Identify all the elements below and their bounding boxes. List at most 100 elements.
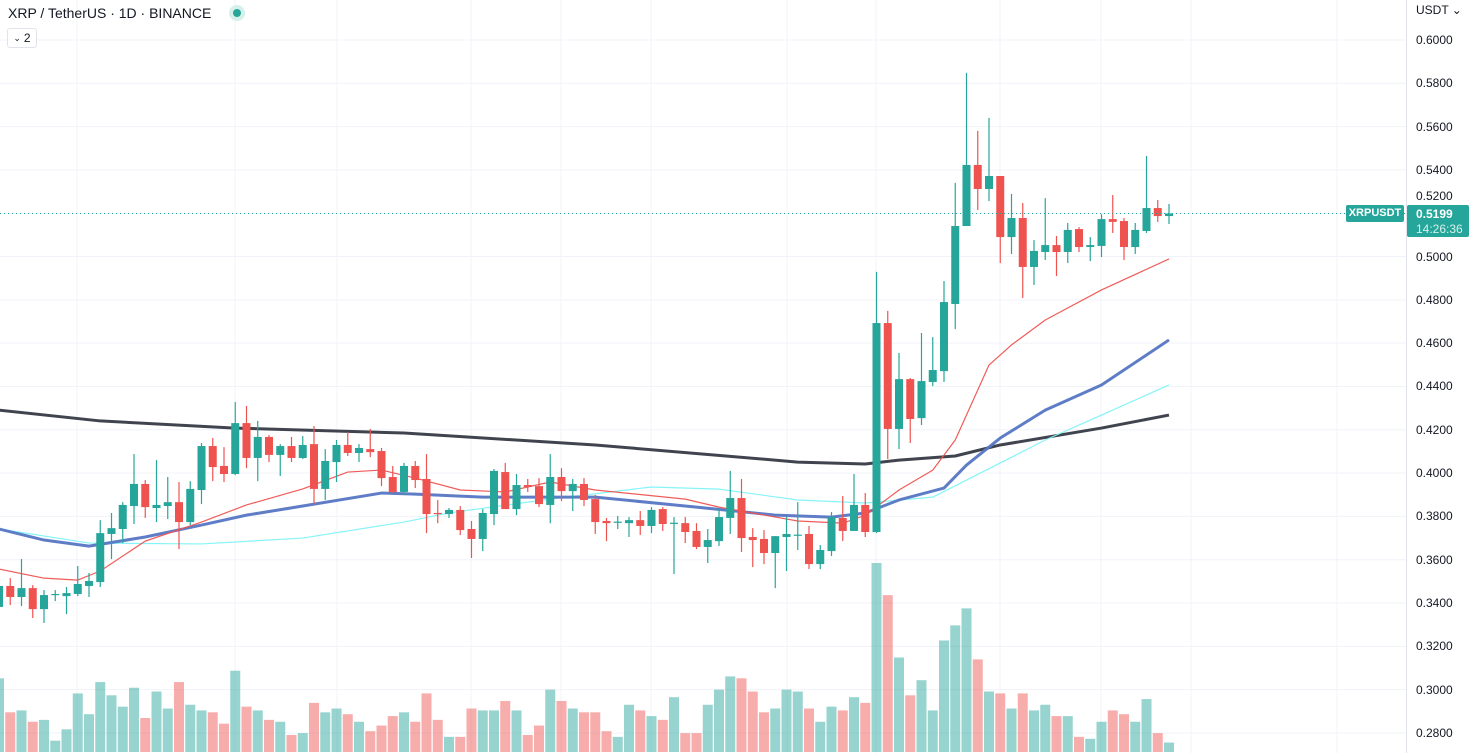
candle-body bbox=[546, 477, 555, 505]
candle-body bbox=[62, 593, 71, 597]
y-tick-label: 0.4000 bbox=[1416, 466, 1453, 481]
candle-body bbox=[265, 436, 273, 455]
volume-bar bbox=[905, 695, 916, 752]
volume-bar bbox=[1096, 721, 1107, 752]
y-tick-label: 0.3400 bbox=[1416, 596, 1453, 611]
bar-close-countdown: 14:26:36 bbox=[1416, 222, 1463, 236]
volume-bar bbox=[1130, 721, 1141, 752]
volume-bar bbox=[129, 687, 139, 752]
indicator-count: 2 bbox=[23, 31, 31, 45]
volume-bar bbox=[16, 710, 27, 752]
volume-bar bbox=[84, 714, 94, 752]
volume-bar bbox=[635, 710, 646, 752]
volume-bar bbox=[1074, 736, 1084, 752]
candle-body bbox=[0, 585, 3, 607]
candle-body bbox=[141, 483, 150, 508]
candle-body bbox=[231, 423, 240, 474]
volume-bar bbox=[185, 704, 196, 752]
volume-bar bbox=[219, 723, 229, 752]
volume-bar bbox=[387, 716, 398, 752]
candle-body bbox=[332, 444, 341, 463]
candle-body bbox=[40, 595, 48, 610]
candle-body bbox=[535, 486, 543, 505]
candle-body bbox=[613, 521, 622, 523]
volume-bar bbox=[1119, 714, 1129, 752]
volume-bar bbox=[27, 721, 38, 752]
volume-bar bbox=[174, 682, 184, 752]
volume-bar bbox=[1141, 699, 1152, 752]
volume-bar bbox=[579, 712, 589, 752]
last-price-value: 0.5199 bbox=[1416, 207, 1453, 221]
volume-bar bbox=[567, 708, 578, 752]
volume-bar bbox=[354, 721, 364, 752]
volume-bar bbox=[241, 706, 252, 752]
candle-body bbox=[985, 175, 993, 189]
volume-bar bbox=[1006, 708, 1017, 752]
volume-bar bbox=[297, 733, 308, 752]
volume-bar bbox=[972, 659, 983, 752]
candle-body bbox=[1142, 208, 1151, 232]
candle-body bbox=[355, 447, 363, 453]
y-tick-label: 0.4800 bbox=[1416, 292, 1453, 307]
candle-body bbox=[163, 502, 172, 507]
candle-body bbox=[310, 444, 318, 489]
volume-bar bbox=[747, 691, 758, 752]
volume-bar bbox=[455, 736, 466, 752]
y-tick-label: 0.5800 bbox=[1416, 76, 1453, 91]
volume-bar bbox=[117, 706, 128, 752]
candle-body bbox=[1063, 229, 1072, 253]
volume-bar bbox=[815, 721, 826, 752]
y-tick-label: 0.3000 bbox=[1416, 682, 1453, 697]
volume-bar bbox=[545, 689, 556, 752]
candle-body bbox=[872, 323, 881, 533]
candle-body bbox=[118, 504, 127, 529]
candle-body bbox=[793, 534, 802, 536]
candle-body bbox=[906, 379, 915, 419]
volume-bar bbox=[556, 700, 567, 752]
last-price-tag: 0.5199 14:26:36 bbox=[1407, 205, 1469, 237]
candle-body bbox=[973, 164, 982, 189]
volume-bar bbox=[646, 716, 657, 752]
candle-body bbox=[467, 528, 476, 539]
candle-body bbox=[175, 502, 183, 523]
candle-body bbox=[647, 509, 656, 526]
candle-body bbox=[411, 465, 420, 481]
candle-body bbox=[1075, 229, 1083, 248]
candle-body bbox=[51, 593, 60, 596]
candle-body bbox=[580, 483, 588, 500]
chart-title: XRP / TetherUS · 1D · BINANCE bbox=[8, 5, 212, 21]
price-axis[interactable] bbox=[1406, 0, 1473, 753]
candle-body bbox=[152, 504, 161, 508]
candle-body bbox=[568, 483, 577, 492]
volume-bar bbox=[376, 725, 387, 752]
volume-bar bbox=[714, 689, 724, 752]
volume-bar bbox=[421, 693, 432, 752]
chevron-down-icon: ⌄ bbox=[13, 32, 21, 43]
volume-bar bbox=[399, 712, 409, 752]
volume-bar bbox=[140, 717, 151, 752]
candle-body bbox=[771, 536, 780, 554]
symbol-legend: XRP / TetherUS · 1D · BINANCE bbox=[8, 5, 242, 21]
volume-bar bbox=[837, 710, 848, 752]
candle-body bbox=[377, 451, 386, 479]
candle-body bbox=[512, 485, 521, 510]
volume-bar bbox=[916, 680, 927, 752]
candle-body bbox=[1086, 245, 1095, 248]
volume-bar bbox=[871, 563, 882, 752]
volume-bar bbox=[1107, 710, 1118, 752]
candle-body bbox=[1052, 245, 1061, 253]
market-open-status-icon bbox=[233, 9, 242, 17]
candle-body bbox=[951, 226, 960, 304]
candle-body bbox=[6, 585, 15, 597]
volume-bar bbox=[39, 719, 49, 752]
candle-body bbox=[186, 488, 195, 523]
volume-bar bbox=[1017, 693, 1028, 752]
candle-body bbox=[928, 370, 937, 382]
indicators-collapse-button[interactable]: ⌄ 2 bbox=[7, 28, 37, 48]
volume-bar bbox=[162, 708, 173, 752]
volume-bar bbox=[50, 740, 61, 752]
currency-selector[interactable]: USDT ⌄ bbox=[1416, 3, 1462, 17]
volume-bar bbox=[590, 712, 601, 752]
volume-bar bbox=[511, 710, 522, 752]
